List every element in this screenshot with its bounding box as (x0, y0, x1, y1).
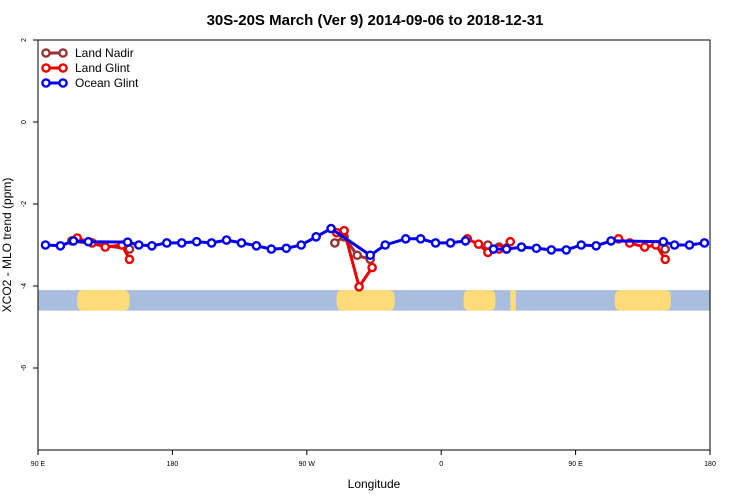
data-point (311, 231, 321, 242)
y-tick-label: 0 (21, 120, 28, 124)
data-point (531, 243, 542, 254)
land-shape-4 (614, 290, 671, 311)
data-point (591, 241, 601, 251)
data-point (40, 240, 51, 250)
data-point (639, 242, 650, 252)
data-point (122, 237, 133, 247)
data-point (352, 250, 363, 261)
legend-swatch-marker (41, 78, 51, 88)
data-point (380, 240, 391, 250)
x-tick-label: 0 (439, 461, 443, 468)
legend-item: Ocean Glint (41, 76, 139, 90)
data-point (669, 240, 680, 250)
legend-item: Land Nadir (41, 46, 134, 60)
data-point (367, 262, 377, 273)
data-point (176, 238, 187, 248)
y-tick-label: -4 (21, 283, 28, 289)
data-point (55, 241, 66, 251)
data-point (699, 238, 710, 248)
series-layer (40, 223, 710, 292)
y-tick-label: -6 (21, 365, 28, 371)
y-axis-label: XCO2 - MLO trend (ppm) (0, 178, 14, 313)
data-point (658, 236, 669, 247)
data-point (546, 245, 557, 255)
x-tick-label: 90 E (568, 461, 583, 468)
data-point (576, 240, 587, 250)
data-point (133, 240, 144, 250)
data-point (501, 244, 512, 254)
data-point (606, 236, 616, 246)
legend-label: Land Glint (75, 61, 130, 75)
data-point (236, 238, 247, 248)
data-point (505, 236, 516, 247)
data-point (488, 244, 499, 254)
data-point (445, 238, 456, 248)
data-point (68, 236, 79, 246)
series-ocean-glint (40, 223, 710, 261)
legend-swatch-marker (58, 78, 68, 88)
data-point (221, 235, 232, 245)
data-point (329, 238, 340, 248)
x-axis: 90 E 180 90 W 0 90 E 180 (31, 450, 716, 468)
land-shape-1 (336, 290, 395, 311)
series-line (333, 235, 371, 261)
data-point (100, 242, 110, 252)
chart-title: 30S-20S March (Ver 9) 2014-09-06 to 2018… (207, 12, 544, 29)
plot-frame (37, 39, 711, 451)
y-tick-label: -2 (21, 201, 28, 207)
data-point (339, 225, 349, 236)
data-point (281, 243, 292, 254)
land-shape-2 (463, 290, 496, 311)
data-point (296, 240, 307, 250)
land-shape-3 (510, 290, 516, 311)
land-shape-0 (77, 290, 130, 311)
legend-swatch-marker (58, 63, 68, 73)
data-point (365, 250, 376, 261)
y-tick-label: 2 (21, 38, 28, 42)
world-map-band (38, 290, 710, 311)
x-tick-label: 180 (167, 461, 179, 468)
data-point (124, 254, 135, 265)
data-point (354, 282, 364, 292)
data-point (684, 240, 695, 250)
data-point (415, 234, 426, 244)
legend-label: Ocean Glint (75, 76, 139, 90)
x-tick-label: 90 W (299, 461, 316, 468)
data-point (83, 236, 94, 247)
legend-item: Land Glint (41, 61, 130, 75)
legend-swatch-marker (41, 63, 51, 73)
data-point (326, 223, 336, 234)
data-point (561, 245, 572, 255)
data-point (191, 236, 202, 247)
data-point (473, 239, 484, 249)
data-point (516, 242, 527, 252)
legend-label: Land Nadir (75, 46, 134, 60)
data-point (161, 238, 172, 248)
data-point (400, 234, 411, 244)
x-tick-label: 180 (704, 461, 716, 468)
data-point (460, 236, 471, 246)
data-point (251, 241, 262, 251)
data-point (660, 244, 671, 254)
data-point (206, 238, 217, 248)
data-point (660, 254, 671, 265)
legend-swatch-marker (58, 48, 68, 58)
x-axis-label: Longitude (348, 477, 401, 491)
x-tick-label: 90 E (31, 461, 46, 468)
data-point (430, 238, 441, 248)
data-point (147, 241, 157, 251)
y-axis: 2 0 -2 -4 -6 (21, 38, 38, 371)
legend-swatch-marker (41, 48, 51, 58)
data-point (266, 244, 277, 254)
